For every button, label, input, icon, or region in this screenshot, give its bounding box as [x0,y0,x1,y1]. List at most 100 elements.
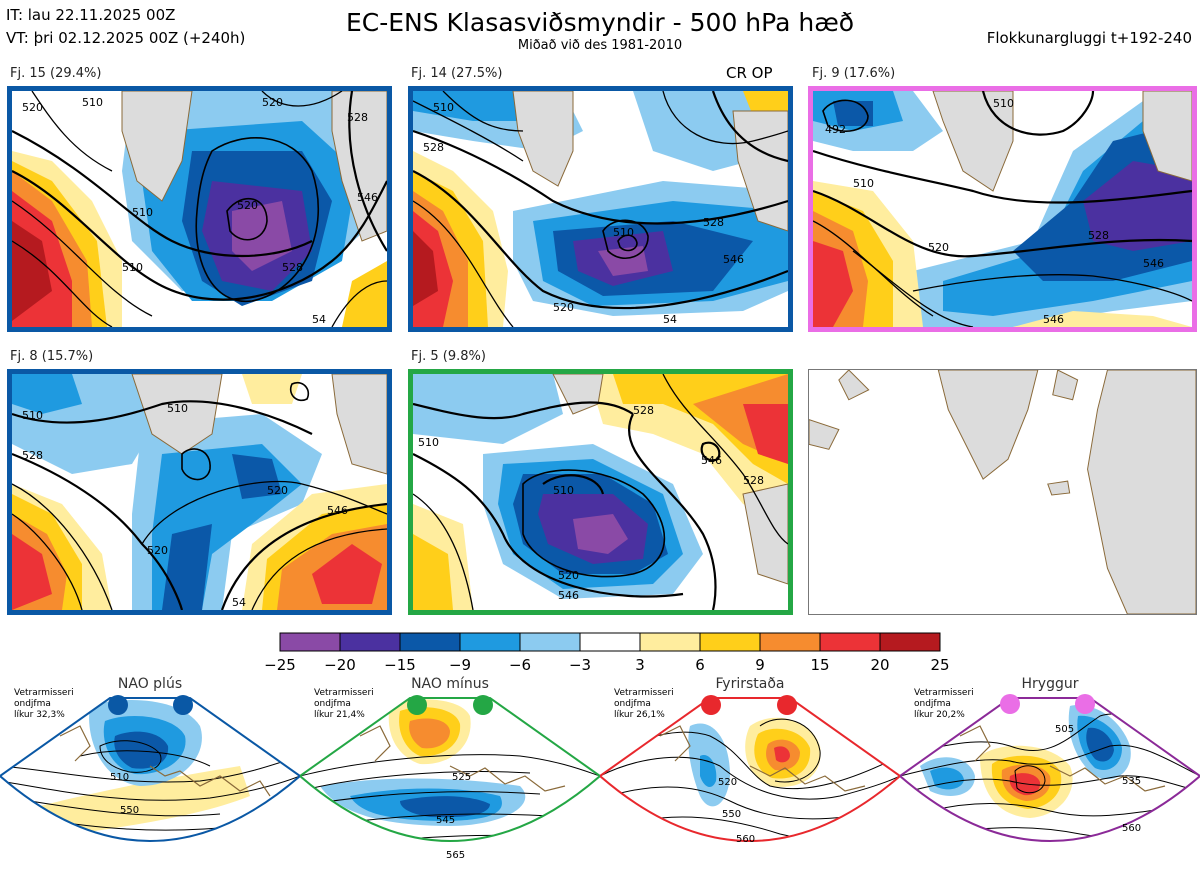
contour-label: 528 [633,404,654,417]
contour-label: 520 [553,301,574,314]
contour-label: 525 [452,772,471,783]
contour-label: 54 [312,313,326,326]
contour-label: 546 [357,191,378,204]
colorbar-swatch [879,632,941,652]
regime-nao-plus: 510 550 NAO plús Vetrarmisseri ondjfma l… [0,676,300,871]
contour-label: 510 [553,484,574,497]
contour-label: 528 [22,449,43,462]
regime-title: Hryggur [1021,676,1079,692]
contour-label: 560 [736,834,755,845]
init-time: IT: lau 22.11.2025 00Z [6,6,176,24]
contour-label: 520 [267,484,288,497]
cluster-map-5: 510 520 528 546 528 546 510 [408,369,793,615]
contour-label: 520 [558,569,579,582]
cluster-map-2: 510 520 528 546 528 510 54 [408,86,793,332]
colorbar-swatch [699,632,761,652]
cluster-map-4: 510 510 520 528 546 54 520 [7,369,392,615]
contour-label: 510 [613,226,634,239]
regime-title: NAO mínus [411,676,489,692]
colorbar-tick-label: −15 [384,656,416,674]
regime-probability-note: Vetrarmisseri ondjfma líkur 32,3% [14,688,74,720]
regime-marker-dot [407,695,427,715]
regime-probability-note: Vetrarmisseri ondjfma líkur 21,4% [314,688,374,720]
cluster-map-3: 492 510 520 528 546 546 510 [808,86,1197,332]
page-subtitle: Miðað við des 1981-2010 [517,38,683,53]
contour-label: 560 [1122,823,1141,834]
cluster-label-4: Fj. 8 (15.7%) [10,349,94,364]
regime-marker-dot [108,695,128,715]
contour-label: 546 [1143,257,1164,270]
cluster-label-2: Fj. 14 (27.5%) [411,66,503,81]
regime-title: NAO plús [117,676,183,692]
base-map-panel [808,369,1197,615]
colorbar-swatch [579,632,641,652]
colorbar-swatch [639,632,701,652]
contour-label: 546 [723,253,744,266]
colorbar-tick-label: 6 [695,656,705,674]
page-title: EC-ENS Klasasviðsmyndir - 500 hPa hæð [345,8,855,37]
contour-label: 528 [282,261,303,274]
contour-label: 546 [327,504,348,517]
contour-label: 550 [722,809,741,820]
colorbar-tick-label: 9 [755,656,765,674]
valid-time: VT: þri 02.12.2025 00Z (+240h) [6,29,246,47]
colorbar-swatch [339,632,401,652]
contour-label: 520 [147,544,168,557]
regime-ridge: 505 535 560 Hryggur Vetrarmisseri ondjfm… [900,676,1200,871]
colorbar-tick-label: 15 [810,656,830,674]
contour-label: 510 [82,96,103,109]
regime-marker-dot [701,695,721,715]
colorbar-tick-label: 20 [870,656,890,674]
contour-label: 54 [663,313,677,326]
contour-label: 546 [701,454,722,467]
contour-label: 528 [743,474,764,487]
contour-label: 510 [110,772,129,783]
contour-label: 528 [1088,229,1109,242]
contour-label: 54 [232,596,246,609]
regime-marker-dot [473,695,493,715]
contour-label: 492 [825,123,846,136]
cluster-label-1: Fj. 15 (29.4%) [10,66,102,81]
anomaly-colorbar [279,632,941,652]
contour-label: 505 [1055,724,1074,735]
contour-label: 528 [703,216,724,229]
contour-label: 510 [132,206,153,219]
colorbar-swatch [399,632,461,652]
contour-label: 535 [1122,776,1141,787]
contour-label: 520 [262,96,283,109]
colorbar-tick-label: −9 [448,656,472,674]
regime-nao-minus: 525 545 565 NAO mínus Vetrarmisseri ondj… [300,676,600,871]
contour-label: 520 [22,101,43,114]
colorbar-tick-label: 25 [930,656,950,674]
regime-marker-dot [777,695,797,715]
contour-label: 528 [423,141,444,154]
contour-label: 546 [558,589,579,602]
contour-label: 546 [1043,313,1064,326]
regime-probability-note: Vetrarmisseri ondjfma líkur 20,2% [914,688,974,720]
regime-marker-dot [1000,694,1020,714]
regime-title: Fyrirstaða [715,676,785,692]
colorbar-swatch [819,632,881,652]
colorbar-swatch [519,632,581,652]
contour-label: 510 [418,436,439,449]
control-operational-note: CR OP [726,64,773,82]
contour-label: 510 [433,101,454,114]
contour-label: 510 [853,177,874,190]
contour-label: 510 [122,261,143,274]
contour-label: 545 [436,815,455,826]
colorbar-tick-label: −6 [508,656,532,674]
contour-label: 528 [347,111,368,124]
contour-label: 550 [120,805,139,816]
regime-marker-dot [173,695,193,715]
regime-blocking: 520 550 560 Fyrirstaða Vetrarmisseri ond… [600,676,900,871]
colorbar-tick-label: −3 [568,656,592,674]
contour-label: 520 [928,241,949,254]
cluster-label-5: Fj. 5 (9.8%) [411,349,486,364]
contour-label: 520 [237,199,258,212]
colorbar-tick-label: 3 [635,656,645,674]
contour-label: 520 [718,777,737,788]
regime-probability-note: Vetrarmisseri ondjfma líkur 26,1% [614,688,674,720]
classification-window: Flokkunargluggi t+192-240 [986,29,1192,47]
contour-label: 510 [167,402,188,415]
colorbar-tick-label: −20 [324,656,356,674]
